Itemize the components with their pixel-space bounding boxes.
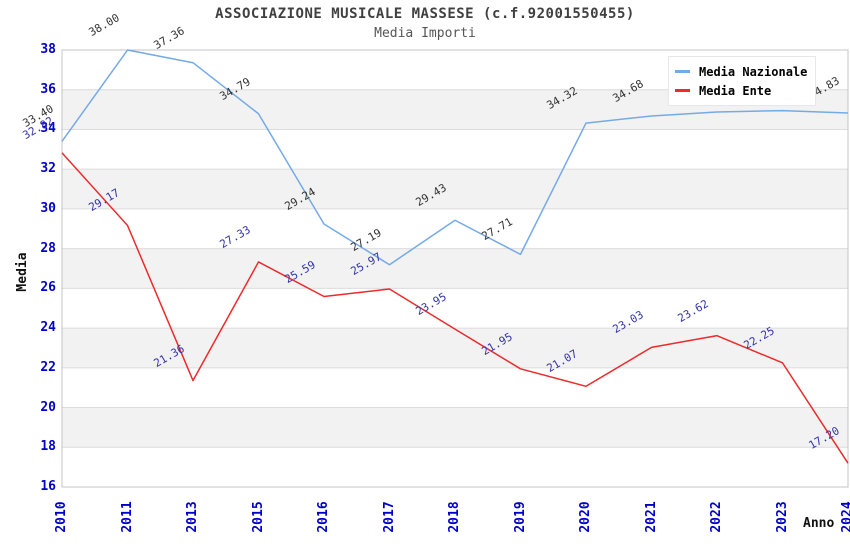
x-tick-label: 2022 bbox=[709, 501, 724, 533]
y-tick-label: 28 bbox=[40, 240, 56, 256]
x-tick-label: 2023 bbox=[774, 501, 790, 533]
band bbox=[62, 169, 848, 209]
x-tick-label: 2010 bbox=[54, 501, 69, 533]
x-axis-title: Anno bbox=[803, 516, 835, 531]
y-tick-label: 36 bbox=[40, 81, 56, 97]
legend: Media Nazionale Media Ente bbox=[668, 56, 816, 106]
plot-border bbox=[61, 49, 849, 488]
y-tick-label: 18 bbox=[40, 439, 56, 455]
x-tick-label: 2017 bbox=[381, 501, 397, 533]
legend-item-media-nazionale: Media Nazionale bbox=[675, 62, 815, 81]
legend-label-media-ente: Media Ente bbox=[699, 83, 772, 98]
blue-line-swatch-icon bbox=[675, 70, 690, 73]
series-line-nazionale bbox=[61, 49, 849, 266]
y-tick-label: 22 bbox=[40, 359, 56, 375]
y-tick-label: 24 bbox=[40, 320, 56, 336]
y-tick-label: 30 bbox=[40, 200, 56, 216]
x-tick-label: 2024 bbox=[840, 501, 850, 533]
band bbox=[62, 407, 848, 448]
legend-label-media-nazionale: Media Nazionale bbox=[699, 64, 808, 79]
y-tick-label: 26 bbox=[40, 280, 56, 296]
chart-title: ASSOCIAZIONE MUSICALE MASSESE (c.f.92001… bbox=[215, 6, 635, 22]
y-axis-title: Media bbox=[15, 252, 30, 292]
x-tick-label: 2019 bbox=[512, 501, 528, 533]
x-tick-label: 2011 bbox=[119, 501, 135, 533]
red-line-swatch-icon bbox=[675, 89, 690, 92]
y-tick-label: 20 bbox=[40, 399, 56, 415]
chart-subtitle: Media Importi bbox=[374, 26, 476, 41]
series-line-ente bbox=[61, 152, 849, 464]
x-tick-label: 2013 bbox=[185, 501, 200, 533]
band bbox=[62, 248, 848, 289]
x-tick-label: 2021 bbox=[643, 501, 659, 533]
x-tick-label: 2018 bbox=[447, 501, 462, 533]
y-tick-label: 38 bbox=[40, 42, 56, 57]
y-tick-label: 34 bbox=[40, 121, 56, 137]
x-tick-label: 2015 bbox=[250, 501, 266, 533]
x-tick-label: 2020 bbox=[578, 501, 593, 533]
y-tick-label: 32 bbox=[40, 161, 56, 177]
legend-item-media-ente: Media Ente bbox=[675, 81, 815, 100]
y-tick-label: 16 bbox=[40, 479, 56, 494]
band bbox=[62, 328, 848, 368]
x-tick-label: 2016 bbox=[316, 501, 331, 533]
